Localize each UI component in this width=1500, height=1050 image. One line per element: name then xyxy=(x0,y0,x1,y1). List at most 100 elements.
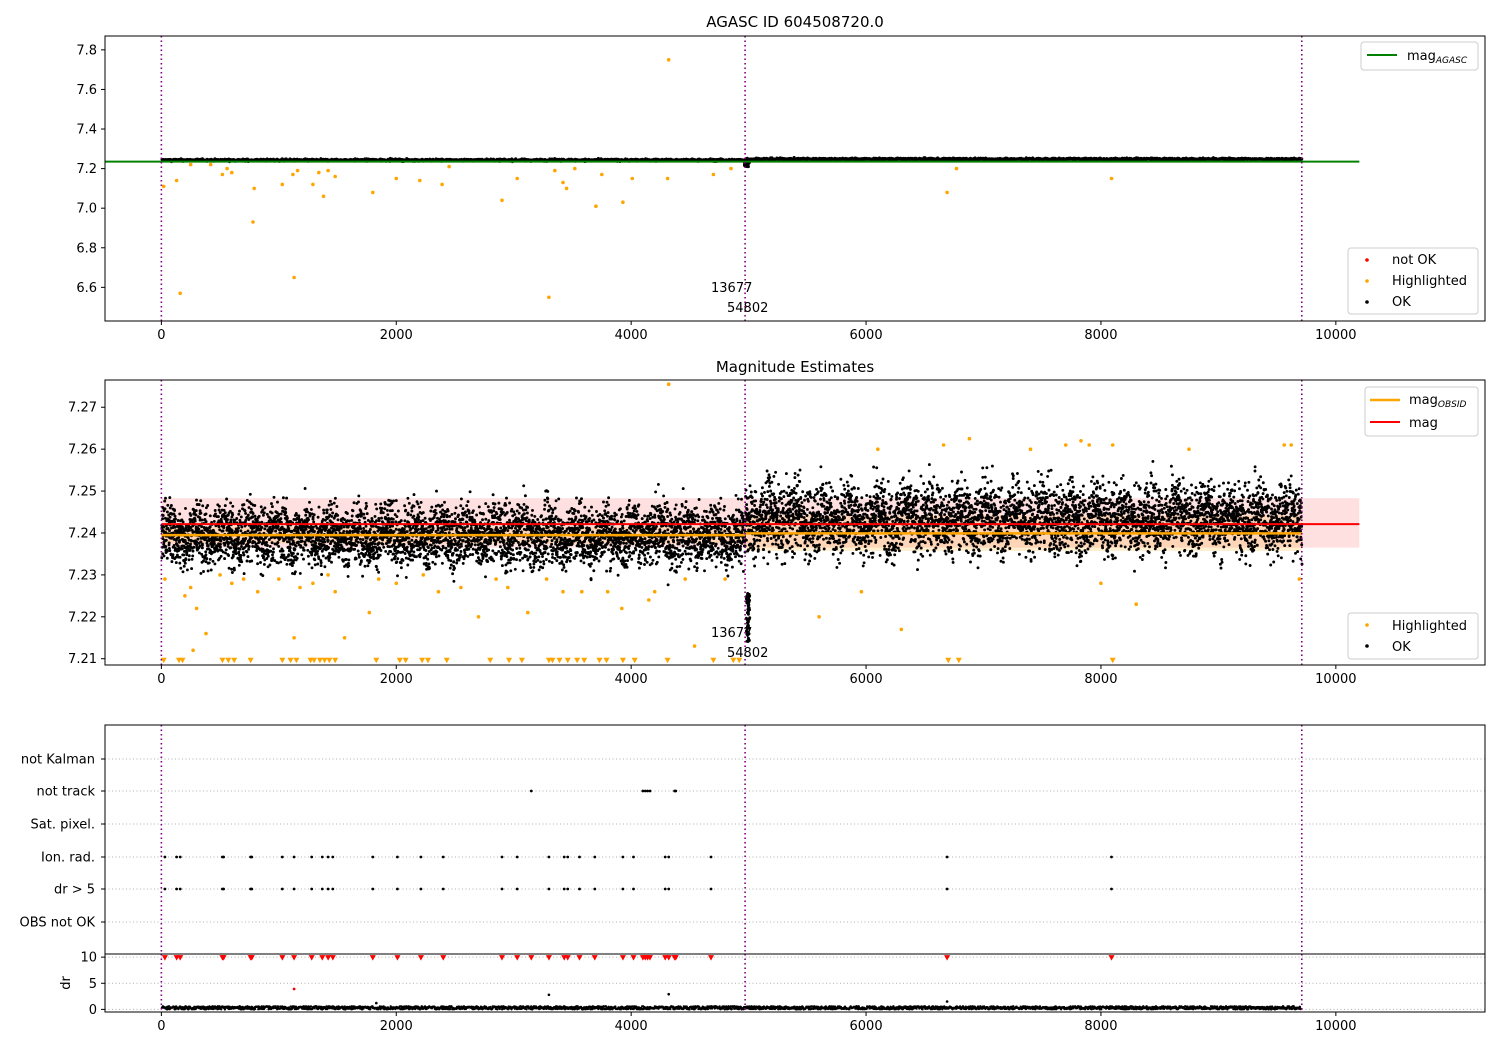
highlighted-point xyxy=(317,170,321,175)
ok-point xyxy=(247,545,251,548)
highlighted-point xyxy=(371,190,375,195)
ok-point xyxy=(187,554,191,558)
highlighted-point xyxy=(440,182,444,187)
ok-point xyxy=(219,542,222,546)
ok-point xyxy=(271,550,275,554)
ok-point xyxy=(166,503,170,507)
highlighted-point xyxy=(621,200,625,204)
ok-point xyxy=(202,570,205,573)
ok-point xyxy=(230,571,234,574)
ok-point xyxy=(239,515,243,519)
ok-point xyxy=(238,547,242,551)
ok-point xyxy=(279,512,283,516)
ok-point xyxy=(227,566,231,570)
legend-label: Highlighted xyxy=(1392,274,1467,289)
highlighted-point xyxy=(553,168,557,173)
ok-point xyxy=(202,559,205,563)
ok-point xyxy=(221,529,225,533)
ok-point xyxy=(263,506,267,510)
ok-point xyxy=(193,519,197,523)
ok-point xyxy=(230,529,234,533)
highlighted-point xyxy=(711,172,716,177)
ok-point xyxy=(259,561,262,564)
ok-point xyxy=(189,513,193,517)
ok-point xyxy=(208,525,212,529)
highlighted-point xyxy=(230,170,234,175)
ok-point xyxy=(225,497,229,501)
ok-point xyxy=(222,526,226,530)
ok-point xyxy=(282,553,286,557)
agasc-legend-upper: magAGASC xyxy=(1360,41,1479,71)
ok-point xyxy=(179,566,183,570)
highlighted-point xyxy=(665,176,670,181)
ok-point xyxy=(181,570,185,574)
ok-point xyxy=(237,512,241,516)
y-tick-label: 7.0 xyxy=(76,202,97,217)
ok-point xyxy=(265,512,269,516)
ok-point xyxy=(180,547,184,551)
ok-point xyxy=(185,551,189,554)
ok-point xyxy=(171,531,175,535)
ok-point xyxy=(272,547,275,551)
obsid-annotation: 13677 xyxy=(711,281,752,296)
ok-point xyxy=(169,504,173,507)
ok-point xyxy=(284,507,288,511)
ok-point xyxy=(270,502,273,506)
ok-point xyxy=(185,568,189,572)
ok-point xyxy=(204,553,208,557)
ok-point xyxy=(240,545,243,548)
x-tick-label: 8000 xyxy=(1084,328,1117,343)
ok-point xyxy=(257,514,261,518)
ok-point xyxy=(270,505,274,509)
ok-point xyxy=(218,545,222,549)
ok-point xyxy=(214,512,217,516)
ok-point xyxy=(212,519,216,523)
highlighted-point xyxy=(729,166,733,171)
ok-point xyxy=(262,511,266,515)
y-tick-label: 6.6 xyxy=(76,281,97,296)
ok-point xyxy=(164,545,168,549)
highlighted-point xyxy=(178,291,182,296)
legend-label: OK xyxy=(1392,295,1411,310)
ok-point xyxy=(209,568,213,572)
ok-point xyxy=(168,496,172,500)
ok-point xyxy=(206,544,210,548)
highlighted-point xyxy=(295,168,300,173)
ok-point xyxy=(245,550,249,554)
highlighted-point xyxy=(321,194,326,199)
ok-point xyxy=(227,554,231,557)
ok-point xyxy=(236,529,240,533)
ok-point xyxy=(199,499,203,503)
ok-point xyxy=(223,504,227,508)
legend-swatch-marker xyxy=(1365,258,1369,262)
ok-point xyxy=(195,498,198,502)
y-tick-label: 7.2 xyxy=(76,162,97,177)
ok-point xyxy=(219,554,223,558)
ok-point xyxy=(231,554,235,558)
ok-point xyxy=(217,504,221,508)
ok-point xyxy=(229,501,233,505)
ok-point xyxy=(204,520,208,524)
ok-point xyxy=(234,547,238,551)
ok-point xyxy=(270,541,274,545)
highlighted-point xyxy=(291,172,295,177)
ok-point xyxy=(168,549,172,553)
ok-point xyxy=(187,558,191,562)
ok-point xyxy=(204,550,208,554)
highlighted-point xyxy=(161,184,166,189)
ok-point xyxy=(163,507,167,511)
ok-point xyxy=(164,496,167,500)
ok-point xyxy=(231,513,235,517)
ok-point xyxy=(196,537,200,541)
ok-point xyxy=(165,556,169,560)
ok-point xyxy=(162,554,166,558)
ok-point xyxy=(277,544,281,548)
ok-point xyxy=(184,506,187,510)
ok-point xyxy=(263,527,267,531)
ok-point xyxy=(168,515,172,519)
y-tick-label: 7.8 xyxy=(76,43,97,58)
ok-point xyxy=(279,560,283,564)
ok-point xyxy=(270,511,274,515)
ok-point xyxy=(197,527,201,531)
ok-point xyxy=(171,553,175,557)
